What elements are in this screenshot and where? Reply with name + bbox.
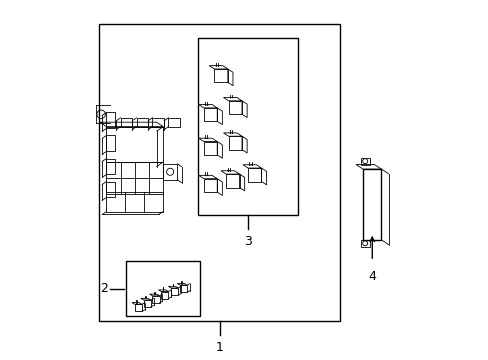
- Bar: [198, 38, 297, 215]
- Bar: [163, 164, 177, 180]
- Bar: [106, 181, 115, 197]
- Bar: [106, 112, 115, 129]
- Bar: [106, 158, 115, 175]
- Bar: [180, 285, 187, 292]
- Bar: [161, 292, 168, 299]
- Bar: [203, 179, 217, 192]
- Bar: [171, 288, 178, 295]
- Bar: [203, 141, 217, 155]
- Bar: [106, 135, 115, 152]
- Bar: [106, 162, 163, 194]
- Bar: [135, 304, 142, 311]
- Bar: [152, 296, 159, 303]
- Bar: [362, 169, 381, 240]
- Bar: [228, 136, 242, 150]
- Bar: [225, 174, 239, 188]
- Bar: [360, 240, 369, 247]
- Text: 4: 4: [368, 270, 376, 283]
- Bar: [143, 300, 150, 307]
- Bar: [99, 24, 339, 321]
- Bar: [247, 168, 261, 181]
- Bar: [228, 101, 242, 114]
- Bar: [126, 261, 200, 316]
- Bar: [106, 127, 163, 162]
- Bar: [360, 158, 369, 165]
- Bar: [203, 108, 217, 121]
- Text: 2: 2: [100, 282, 108, 295]
- Text: 3: 3: [244, 235, 251, 248]
- Bar: [106, 192, 163, 212]
- Text: 1: 1: [215, 341, 223, 354]
- Bar: [214, 69, 227, 82]
